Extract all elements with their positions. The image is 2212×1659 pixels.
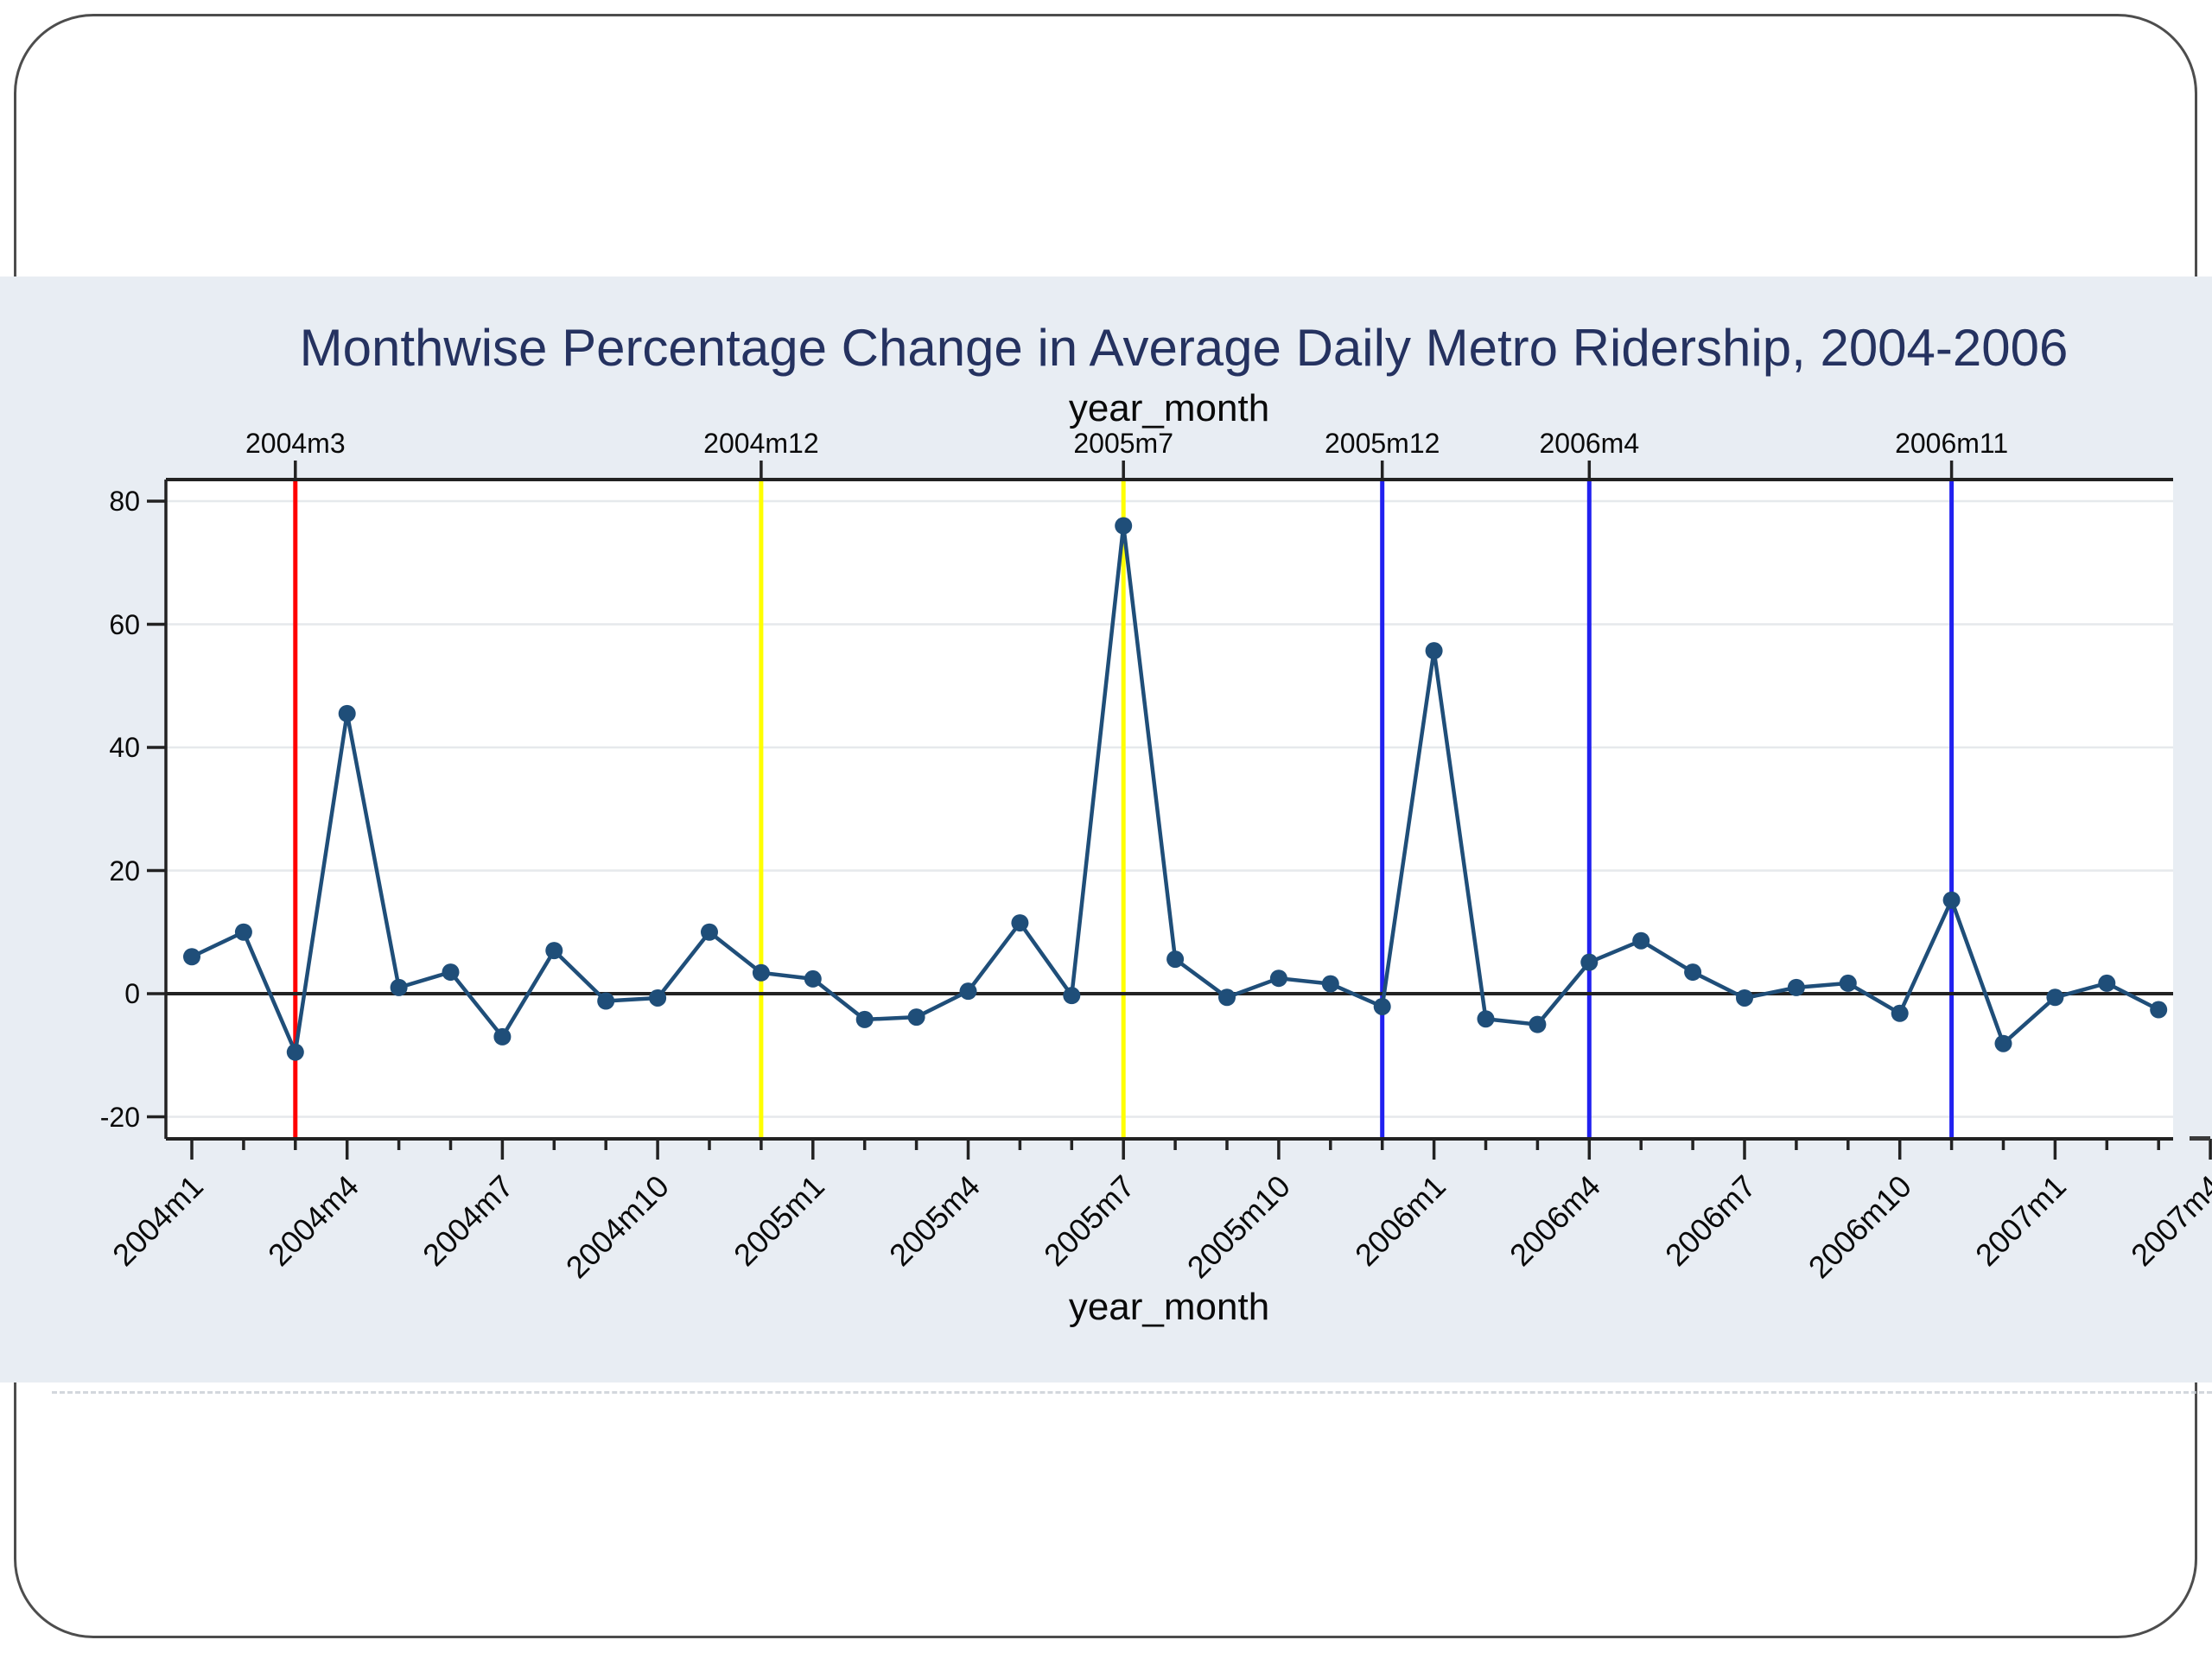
data-point: [1063, 987, 1081, 1005]
bottom-axis-title: year_month: [1068, 1286, 1270, 1328]
data-point: [1218, 988, 1236, 1007]
data-point: [1529, 1015, 1547, 1033]
data-point: [1269, 969, 1287, 988]
data-point: [804, 969, 822, 988]
top-axis-title: year_month: [1068, 387, 1270, 429]
data-point: [1736, 988, 1753, 1007]
x-ticks: [190, 1139, 2212, 1160]
reference-lines: [293, 480, 1955, 1139]
data-point: [752, 963, 770, 982]
y-gridlines: [166, 499, 2173, 1118]
data-point: [286, 1043, 304, 1061]
y-ticks: [147, 499, 166, 1119]
data-point: [1684, 963, 1702, 982]
top-ticks: [294, 461, 1954, 480]
data-point: [1891, 1004, 1909, 1022]
data-point: [1166, 950, 1185, 969]
plot-region: [166, 480, 2173, 1139]
chart-title: Monthwise Percentage Change in Average D…: [299, 319, 2069, 377]
data-point: [597, 992, 615, 1010]
data-point: [1994, 1034, 2012, 1052]
data-point: [183, 948, 200, 966]
data-point: [545, 942, 563, 960]
data-point: [907, 1008, 925, 1027]
data-point: [442, 963, 460, 982]
data-point: [2046, 988, 2064, 1007]
data-point: [649, 988, 667, 1007]
data-point: [701, 923, 718, 941]
data-point: [493, 1027, 512, 1046]
data-point: [1011, 914, 1029, 932]
placeholder-dashed-border: [52, 1391, 2212, 1394]
data-point: [1477, 1010, 1495, 1028]
data-point: [1580, 953, 1599, 971]
data-point: [1425, 642, 1443, 660]
data-point: [1839, 974, 1857, 992]
axes: [164, 478, 2173, 1141]
data-point: [390, 978, 408, 996]
data-point: [1373, 997, 1391, 1015]
data-point: [2150, 1001, 2168, 1019]
data-point: [959, 982, 977, 1001]
data-point: [1787, 978, 1805, 996]
data-point: [2098, 974, 2116, 992]
data-point: [1115, 517, 1133, 535]
data-point: [1321, 975, 1339, 993]
data-point: [1942, 891, 1961, 909]
data-point: [1632, 931, 1650, 950]
data-point: [855, 1010, 874, 1028]
data-points: [183, 517, 2168, 1061]
data-point: [338, 704, 356, 722]
data-point: [234, 923, 252, 941]
